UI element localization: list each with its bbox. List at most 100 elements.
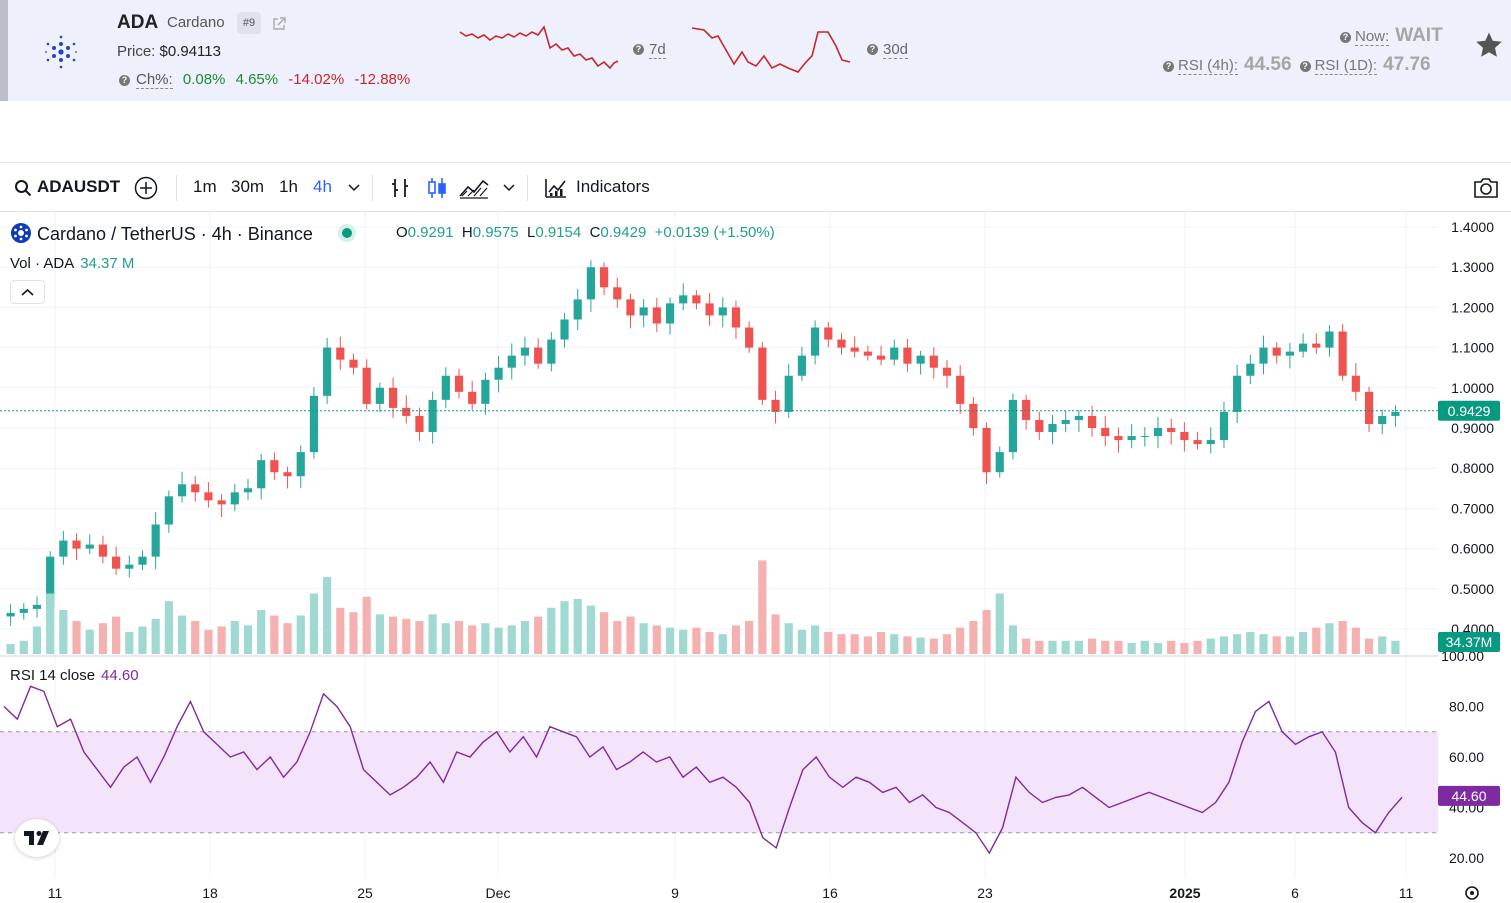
volume-bar (534, 616, 543, 654)
interval-30m[interactable]: 30m (231, 177, 265, 196)
candle (1022, 399, 1031, 420)
volume-bar (1193, 640, 1202, 654)
volume-value: 34.37 M (80, 255, 135, 272)
rsi-1d-label: RSI (1D): (1314, 57, 1378, 75)
volume-bar (969, 621, 978, 654)
volume-bar (599, 612, 609, 654)
candle (1364, 391, 1374, 424)
interval-4h[interactable]: 4h (313, 177, 332, 196)
chart-type-icon[interactable] (458, 176, 490, 200)
volume-bar (243, 625, 253, 654)
price-label: Price: (117, 43, 156, 60)
volume-bar (270, 615, 279, 654)
volume-bar (177, 615, 187, 654)
candle (454, 375, 464, 392)
candle-style-icon[interactable] (425, 176, 449, 200)
symbol-search-button[interactable]: ADAUSDT (37, 177, 121, 196)
candle (98, 544, 108, 557)
rsi-1d-value: 47.76 (1383, 54, 1431, 75)
candle (929, 355, 938, 368)
volume-bar (929, 638, 938, 654)
candle (956, 375, 965, 404)
volume-bar (863, 636, 872, 654)
settings-icon[interactable] (1465, 886, 1479, 900)
change-label: Ch%: (136, 71, 173, 89)
candle (731, 307, 741, 328)
candle (309, 395, 319, 453)
candle (1219, 411, 1229, 441)
camera-icon[interactable] (1472, 175, 1500, 201)
change-value: +0.0139 (+1.50%) (654, 224, 775, 241)
star-icon[interactable] (1474, 30, 1504, 60)
candle (560, 319, 569, 340)
volume-bar (191, 621, 200, 654)
indicators-icon[interactable] (543, 175, 569, 201)
external-link-icon[interactable] (271, 16, 287, 32)
candle (481, 379, 490, 404)
time-tick-label: 23 (977, 885, 993, 901)
candle (1391, 411, 1400, 416)
volume-bar (375, 614, 384, 654)
coin-header: ADA Cardano #9 Price: $0.94113 ? Ch%: 0.0… (0, 0, 1511, 101)
candle (1233, 375, 1242, 412)
help-icon[interactable]: ? (1340, 32, 1351, 43)
volume-bar (652, 625, 661, 654)
candle (59, 540, 68, 557)
candle (784, 375, 793, 412)
volume-bar (1312, 627, 1321, 654)
volume-bar (573, 599, 582, 654)
candle (942, 367, 952, 376)
coin-symbol: ADA (117, 12, 159, 33)
volume-bar (1325, 623, 1334, 654)
candle (1206, 440, 1215, 445)
candle (1101, 428, 1110, 437)
tradingview-logo[interactable] (15, 819, 59, 857)
volume-bar (1087, 638, 1097, 654)
candle (613, 287, 622, 300)
candle (191, 484, 200, 493)
price-chart[interactable]: 1.4000 1.3000 1.2000 1.1000 1.0000 0.9000 0.80… (0, 212, 1511, 903)
interval-1h[interactable]: 1h (279, 177, 298, 196)
help-icon[interactable]: ? (119, 75, 130, 86)
price-tick-label: 1.2000 (1451, 299, 1494, 315)
chevron-down-icon[interactable] (347, 182, 361, 194)
candle (1312, 343, 1321, 348)
volume-bar (454, 621, 464, 654)
volume-bar (1180, 643, 1189, 654)
rsi-band (0, 731, 1438, 833)
rsi-label: RSI 14 close (10, 667, 96, 684)
volume-label: Vol · ADA (10, 255, 75, 272)
help-icon[interactable]: ? (1299, 61, 1311, 72)
candle (177, 484, 187, 497)
search-icon[interactable] (14, 179, 32, 197)
candle (1193, 440, 1202, 445)
candle (349, 359, 358, 368)
candle (824, 327, 833, 340)
volume-bar (797, 629, 807, 654)
rsi-4h-label: RSI (4h): (1178, 57, 1239, 75)
help-icon[interactable]: ? (633, 44, 644, 55)
volume-bar (665, 627, 675, 654)
interval-1m[interactable]: 1m (193, 177, 217, 196)
candle (850, 347, 859, 352)
volume-bar (956, 627, 965, 654)
candle (85, 544, 94, 549)
candle (995, 452, 1004, 473)
price-tick-label: 0.5000 (1451, 581, 1494, 597)
candle (1061, 419, 1070, 424)
candle (164, 496, 173, 525)
indicators-button[interactable]: Indicators (576, 177, 650, 196)
volume-bar (639, 623, 648, 654)
candle (1259, 347, 1268, 364)
help-icon[interactable]: ? (867, 44, 878, 55)
volume-bar (402, 618, 411, 654)
add-symbol-icon[interactable] (134, 176, 158, 200)
collapse-legend-button[interactable] (10, 280, 45, 304)
help-icon[interactable]: ? (1163, 61, 1174, 72)
candle (296, 452, 305, 477)
chevron-down-icon[interactable] (502, 182, 516, 194)
bar-style-icon[interactable] (388, 176, 412, 200)
volume-bar (705, 632, 714, 654)
candle (1298, 343, 1308, 352)
time-tick-label: 18 (202, 885, 218, 901)
